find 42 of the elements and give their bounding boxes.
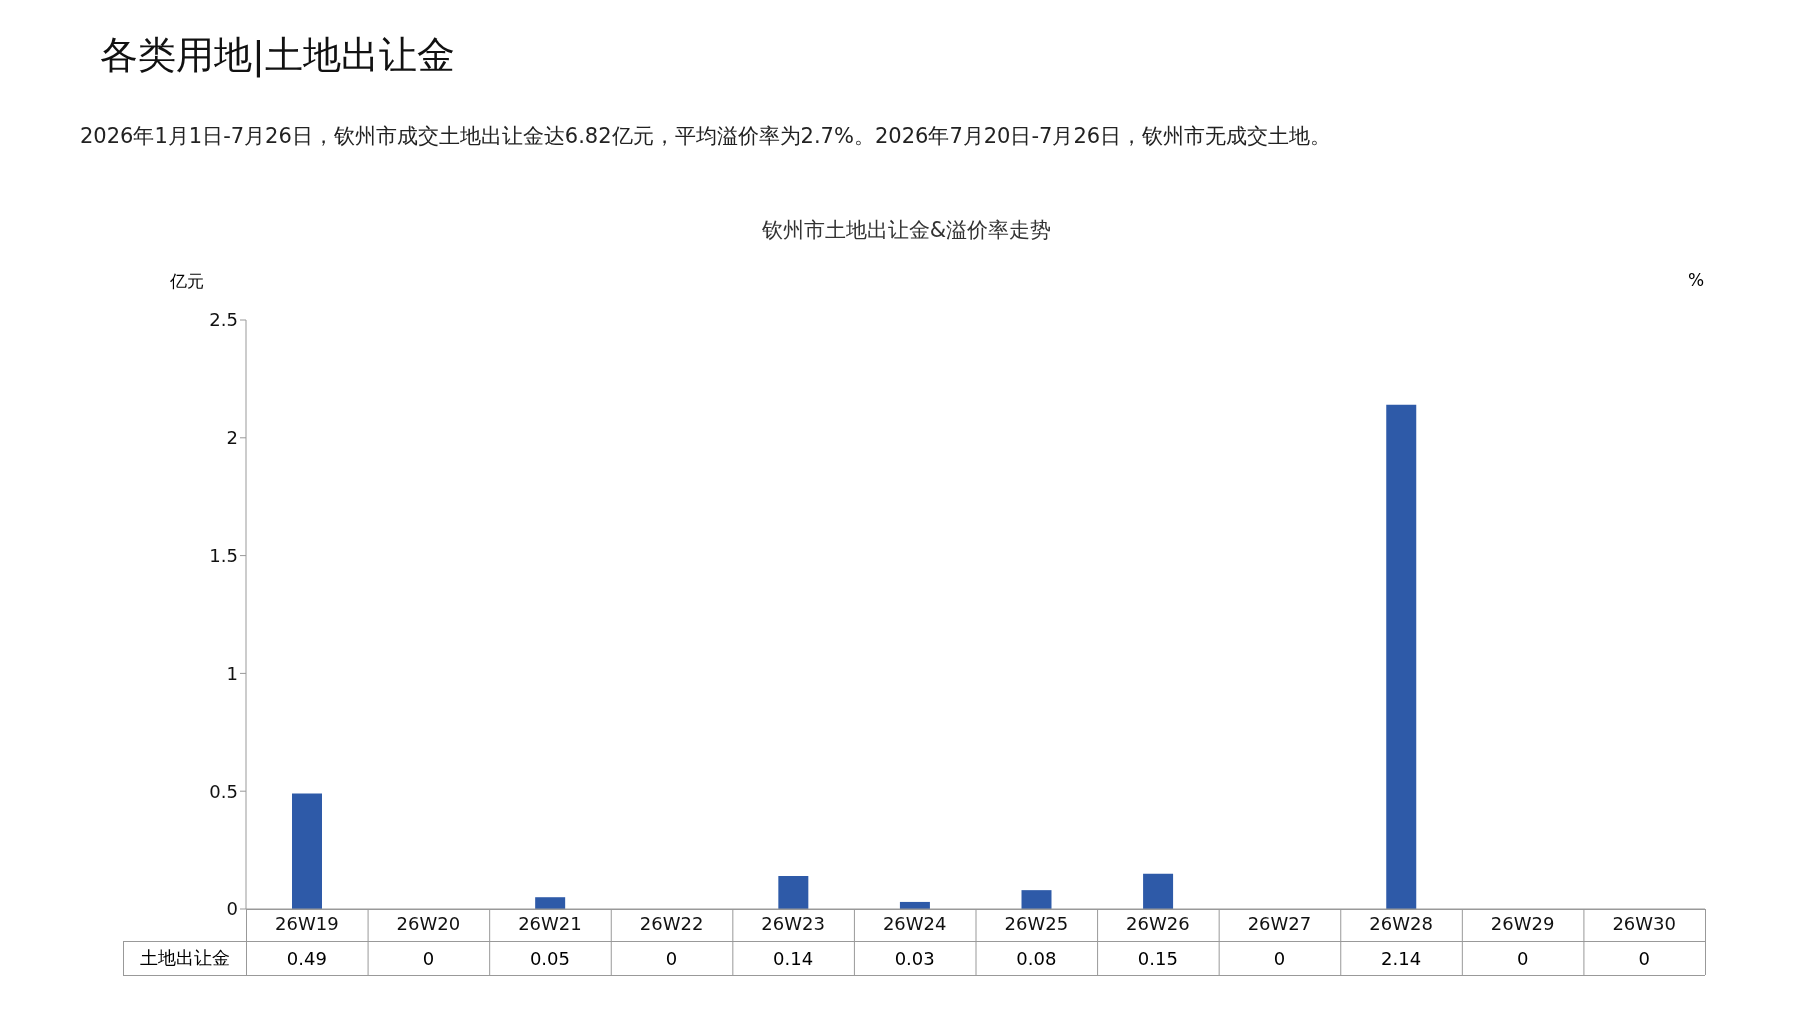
y-tick-label: 1	[226, 662, 238, 684]
x-tick-label: 26W28	[1369, 912, 1433, 934]
bar	[1021, 890, 1052, 909]
data-label: 0.14	[772, 946, 815, 971]
bar	[778, 876, 809, 909]
data-label: 0	[1637, 946, 1651, 971]
x-tick-label: 26W27	[1247, 912, 1312, 934]
chart-subtitle: 2026年1月1日-7月26日，钦州市成交土地出让金达6.82亿元，平均溢价率为2.7%。2026年7月20日-7月26日，钦州市无成交土地。	[80, 123, 1332, 150]
bar	[1386, 404, 1417, 909]
data-label: 0.49	[285, 946, 328, 971]
x-tick-label: 26W22	[639, 912, 704, 934]
chart-title: 各类用地|土地出让金	[100, 32, 455, 80]
x-tick-label: 26W20	[396, 912, 461, 934]
x-tick-label: 26W19	[274, 912, 339, 934]
data-label: 0.05	[528, 946, 571, 971]
data-label: 0	[1515, 946, 1530, 971]
y-tick-label: 2	[226, 427, 238, 449]
data-label: 0	[664, 946, 679, 971]
data-label: 0.08	[1015, 946, 1058, 971]
x-tick-label: 26W25	[1004, 912, 1069, 934]
y-tick-label: 2.5	[209, 309, 238, 331]
bar	[535, 897, 566, 909]
bar	[1143, 873, 1174, 909]
y-tick-label: 1.5	[209, 544, 238, 566]
data-label: 0	[421, 946, 436, 971]
x-tick-label: 26W26	[1126, 912, 1190, 934]
y-axis-title: 亿元	[170, 270, 204, 293]
x-tick-label: 26W21	[518, 912, 582, 934]
data-label: 0.15	[1136, 946, 1179, 971]
text: 土地出让金	[138, 946, 231, 970]
x-tick-label: 26W29	[1490, 912, 1555, 934]
x-tick-label: 26W24	[882, 912, 947, 934]
y-tick-label: 0.5	[209, 780, 238, 802]
x-tick-label: 26W23	[761, 912, 825, 934]
data-label: 0	[1272, 946, 1287, 971]
y-tick-label: 0	[226, 898, 238, 920]
text: 钦州市土地出让金&溢价率走势	[760, 217, 1053, 244]
bar	[292, 793, 322, 909]
y2-axis-title: %	[1688, 270, 1705, 290]
data-label: 0.03	[893, 946, 936, 971]
x-tick-label: 26W30	[1612, 912, 1677, 934]
data-label: 2.14	[1380, 946, 1423, 971]
